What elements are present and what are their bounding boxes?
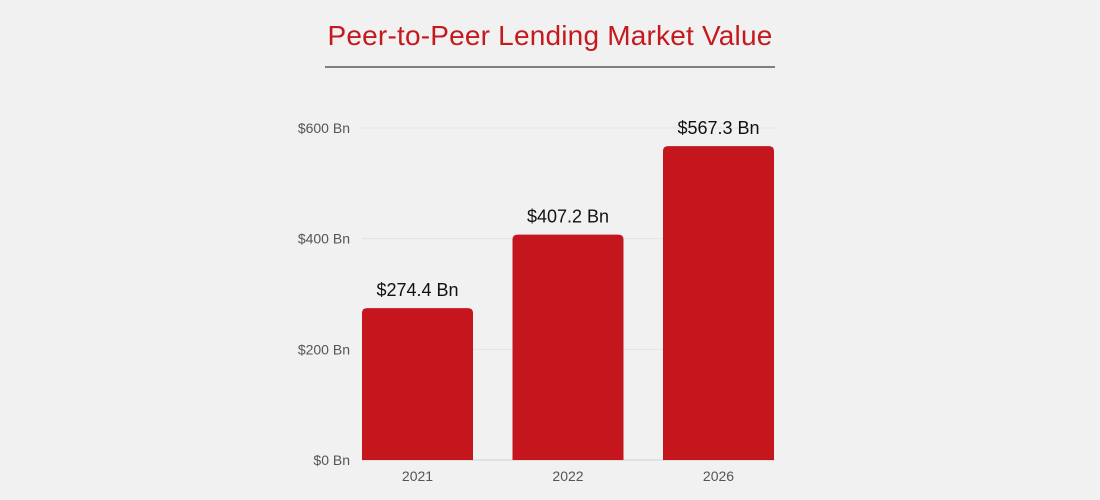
data-labels: $274.4 Bn $407.2 Bn $567.3 Bn bbox=[376, 118, 759, 300]
y-tick-label: $0 Bn bbox=[313, 452, 350, 468]
y-tick-label: $400 Bn bbox=[298, 231, 350, 247]
bar bbox=[663, 146, 774, 460]
x-tick-label: 2021 bbox=[402, 468, 433, 484]
bar-value-label: $407.2 Bn bbox=[527, 207, 609, 227]
x-tick-label: 2022 bbox=[552, 468, 583, 484]
x-axis-ticks: 2021 2022 2026 bbox=[402, 468, 734, 484]
y-tick-label: $200 Bn bbox=[298, 341, 350, 357]
title-divider bbox=[325, 66, 775, 68]
bar-value-label: $274.4 Bn bbox=[376, 280, 458, 300]
bars bbox=[362, 146, 774, 460]
chart-title: Peer-to-Peer Lending Market Value bbox=[327, 20, 773, 51]
bar-value-label: $567.3 Bn bbox=[677, 118, 759, 138]
y-tick-label: $600 Bn bbox=[298, 120, 350, 136]
bar bbox=[512, 234, 624, 460]
bar bbox=[362, 308, 473, 460]
x-tick-label: 2026 bbox=[703, 468, 734, 484]
y-axis-ticks: $0 Bn $200 Bn $400 Bn $600 Bn bbox=[298, 120, 350, 468]
